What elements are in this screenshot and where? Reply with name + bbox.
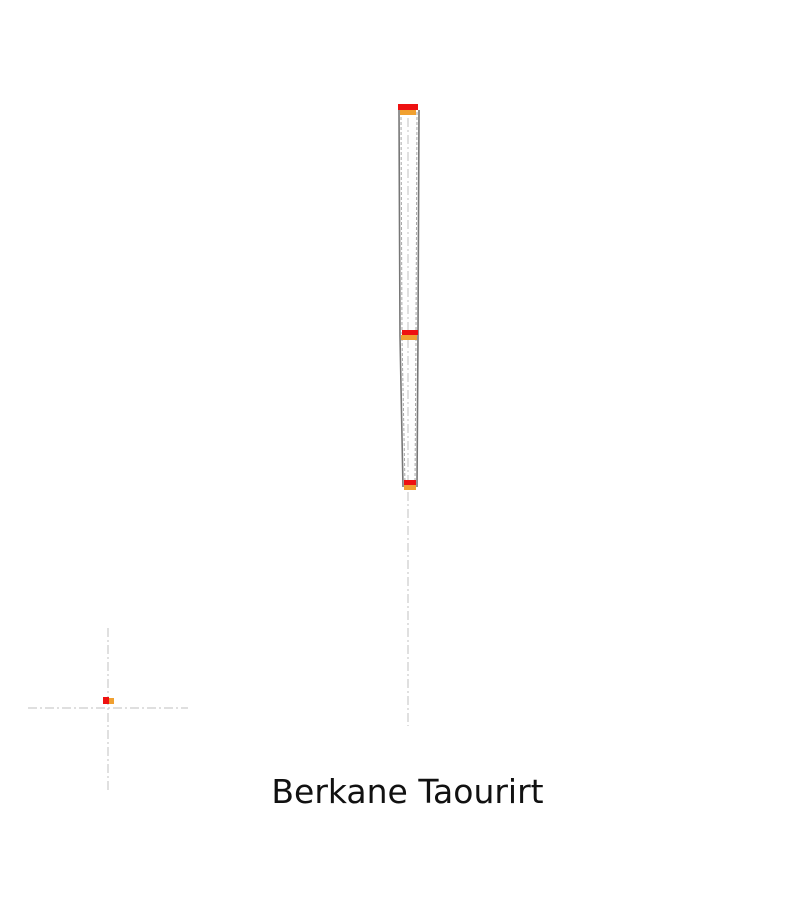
guide-lines [28, 118, 409, 790]
station-marker-top[interactable] [398, 104, 418, 115]
route-segment-upper [398, 109, 420, 337]
route-segment-lower-dash [401, 337, 417, 486]
station-marker-isolated[interactable] [103, 697, 114, 704]
station-marker-bottom[interactable] [404, 480, 416, 490]
map-title: Berkane Taourirt [271, 772, 544, 811]
route [398, 109, 420, 488]
station-marker-middle[interactable] [401, 330, 418, 340]
route-segment-lower [399, 335, 419, 488]
route-segment-upper-dash [400, 111, 418, 335]
